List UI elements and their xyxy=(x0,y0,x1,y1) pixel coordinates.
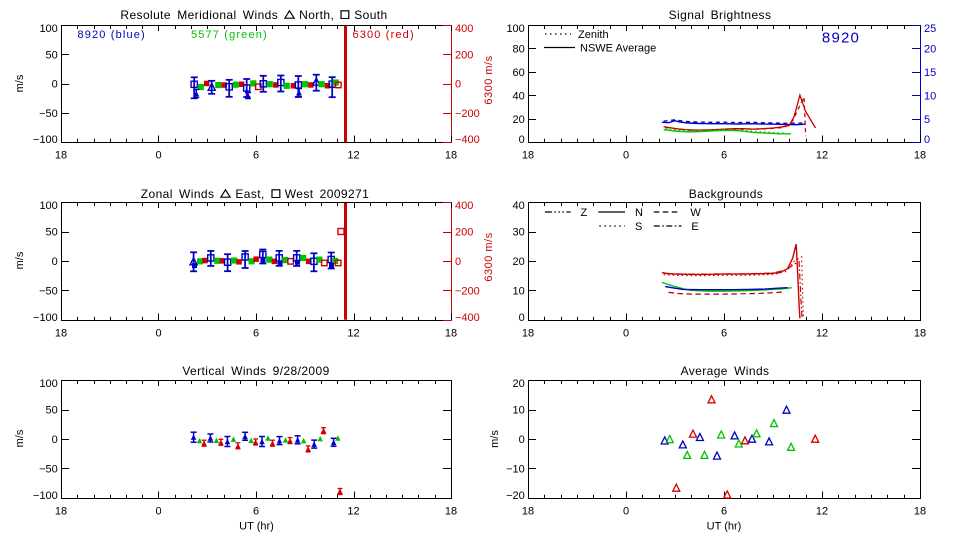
svg-text:10: 10 xyxy=(513,405,525,417)
svg-text:18: 18 xyxy=(55,505,67,517)
svg-text:S: S xyxy=(635,221,642,233)
svg-text:0: 0 xyxy=(623,149,629,161)
svg-text:200: 200 xyxy=(455,50,473,62)
svg-text:E: E xyxy=(691,221,698,233)
svg-text:m/s: m/s xyxy=(14,429,26,447)
svg-text:W: W xyxy=(690,207,701,219)
svg-text:18: 18 xyxy=(914,149,926,161)
svg-text:N: N xyxy=(635,207,643,219)
svg-text:12: 12 xyxy=(347,505,359,517)
svg-text:80: 80 xyxy=(513,44,525,56)
svg-text:0: 0 xyxy=(519,312,525,324)
svg-text:200: 200 xyxy=(455,227,473,239)
svg-text:m/s: m/s xyxy=(14,74,26,92)
svg-text:−100: −100 xyxy=(33,134,58,146)
svg-text:−400: −400 xyxy=(455,312,480,324)
svg-text:400: 400 xyxy=(455,23,473,35)
svg-text:18: 18 xyxy=(445,327,457,339)
svg-text:18: 18 xyxy=(522,149,534,161)
svg-text:25: 25 xyxy=(924,23,936,35)
svg-text:12: 12 xyxy=(347,149,359,161)
svg-text:−400: −400 xyxy=(455,134,480,146)
svg-text:15: 15 xyxy=(924,67,936,79)
svg-text:0: 0 xyxy=(455,79,461,91)
svg-text:NSWE Average: NSWE Average xyxy=(580,43,656,55)
svg-text:100: 100 xyxy=(39,200,57,212)
svg-text:0: 0 xyxy=(623,505,629,517)
svg-text:0: 0 xyxy=(155,327,161,339)
svg-text:18: 18 xyxy=(914,327,926,339)
svg-text:18: 18 xyxy=(445,149,457,161)
svg-text:10: 10 xyxy=(924,90,936,102)
svg-text:Zenith: Zenith xyxy=(578,29,609,41)
svg-text:0: 0 xyxy=(155,149,161,161)
svg-text:−50: −50 xyxy=(39,108,58,120)
svg-text:100: 100 xyxy=(39,378,57,390)
svg-text:m/s: m/s xyxy=(14,251,26,269)
svg-text:5577 (green): 5577 (green) xyxy=(191,29,268,41)
svg-text:−200: −200 xyxy=(455,286,480,298)
svg-text:20: 20 xyxy=(513,256,525,268)
svg-text:18: 18 xyxy=(914,505,926,517)
svg-text:50: 50 xyxy=(46,227,58,239)
svg-text:Z: Z xyxy=(581,207,588,219)
svg-text:12: 12 xyxy=(816,149,828,161)
svg-text:50: 50 xyxy=(46,50,58,62)
svg-text:6: 6 xyxy=(721,505,727,517)
svg-text:6: 6 xyxy=(721,327,727,339)
svg-text:−100: −100 xyxy=(33,312,58,324)
svg-text:UT (hr): UT (hr) xyxy=(707,521,742,533)
svg-text:0: 0 xyxy=(52,79,58,91)
svg-text:0: 0 xyxy=(155,505,161,517)
svg-text:20: 20 xyxy=(513,378,525,390)
svg-text:−200: −200 xyxy=(455,108,480,120)
svg-text:−20: −20 xyxy=(506,490,525,502)
svg-text:0: 0 xyxy=(52,434,58,446)
svg-text:12: 12 xyxy=(347,327,359,339)
svg-text:10: 10 xyxy=(513,286,525,298)
svg-text:20: 20 xyxy=(924,44,936,56)
svg-text:8920: 8920 xyxy=(822,30,860,47)
svg-text:18: 18 xyxy=(445,505,457,517)
svg-text:0: 0 xyxy=(519,434,525,446)
svg-text:60: 60 xyxy=(513,67,525,79)
svg-text:−10: −10 xyxy=(506,464,525,476)
svg-text:0: 0 xyxy=(924,134,930,146)
svg-text:18: 18 xyxy=(55,327,67,339)
svg-text:6: 6 xyxy=(253,327,259,339)
svg-text:0: 0 xyxy=(623,327,629,339)
svg-text:0: 0 xyxy=(455,256,461,268)
svg-text:6: 6 xyxy=(253,505,259,517)
svg-text:100: 100 xyxy=(39,23,57,35)
svg-text:20: 20 xyxy=(513,114,525,126)
svg-text:5: 5 xyxy=(924,114,930,126)
svg-text:0: 0 xyxy=(519,134,525,146)
svg-text:18: 18 xyxy=(522,327,534,339)
svg-text:0: 0 xyxy=(52,256,58,268)
svg-text:50: 50 xyxy=(46,405,58,417)
svg-text:40: 40 xyxy=(513,200,525,212)
svg-text:12: 12 xyxy=(816,327,828,339)
svg-text:40: 40 xyxy=(513,90,525,102)
svg-text:6300 m/s: 6300 m/s xyxy=(483,232,495,281)
svg-text:6: 6 xyxy=(253,149,259,161)
svg-text:100: 100 xyxy=(506,23,524,35)
svg-text:30: 30 xyxy=(513,227,525,239)
svg-text:6300 m/s: 6300 m/s xyxy=(483,55,495,104)
svg-text:−100: −100 xyxy=(33,490,58,502)
svg-text:UT (hr): UT (hr) xyxy=(239,521,274,533)
svg-text:400: 400 xyxy=(455,200,473,212)
svg-text:m/s: m/s xyxy=(489,430,501,448)
svg-text:6300 (red): 6300 (red) xyxy=(353,29,415,41)
svg-text:−50: −50 xyxy=(39,286,58,298)
svg-text:8920 (blue): 8920 (blue) xyxy=(78,29,146,41)
svg-text:18: 18 xyxy=(522,505,534,517)
svg-text:−50: −50 xyxy=(39,464,58,476)
svg-text:6: 6 xyxy=(721,149,727,161)
svg-text:12: 12 xyxy=(816,505,828,517)
svg-text:18: 18 xyxy=(55,149,67,161)
